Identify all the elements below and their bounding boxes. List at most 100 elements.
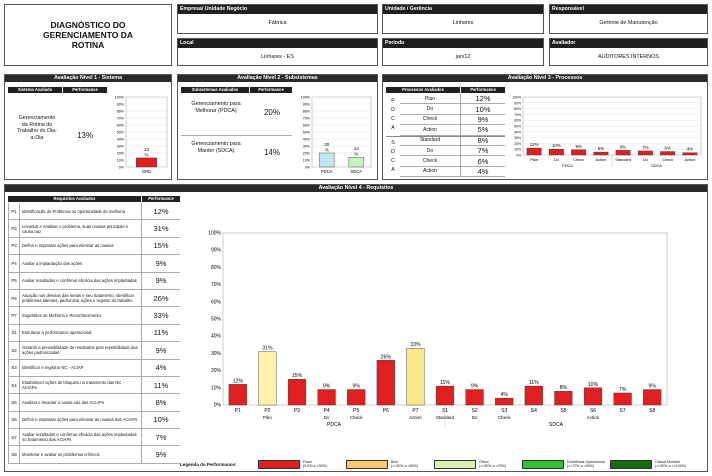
legend-label: Excelência Operacional (>=70% a <90%) — [567, 460, 605, 468]
field-responsavel-label: Responsável — [550, 5, 707, 14]
nivel3-row-value: 9% — [477, 114, 489, 124]
nivel3-row-name: Standard — [400, 135, 461, 145]
field-periodo: Período jan/12 — [382, 38, 544, 66]
data-label: 12% — [233, 378, 244, 384]
legend-swatch — [346, 459, 388, 469]
field-responsavel-value: Gerente de Manutenção — [599, 20, 658, 26]
nivel3-row-value: 7% — [477, 146, 489, 156]
y-tick-label: 60% — [211, 299, 222, 305]
field-local-label: Local — [178, 39, 377, 48]
group-label: SDCA — [651, 163, 662, 168]
nivel3-cycle-letter: D — [391, 148, 395, 155]
legend-item: Ótimo (>=50% a <70%) — [434, 459, 522, 469]
panel-nivel4: Avaliação Nível 4 - Requisitos Requisito… — [4, 184, 708, 472]
y-tick-label: 30% — [117, 145, 125, 149]
nivel3-row-name: Action — [400, 166, 461, 177]
legend-range: (0,0% a <30%) — [303, 464, 327, 468]
data-label: 7% — [619, 387, 627, 393]
nivel3-row-value: 10% — [475, 104, 491, 114]
requisito-row: S7 Avaliar resultados e confirmar eficáci… — [9, 429, 180, 447]
field-unidade-value: Linhares — [452, 20, 474, 26]
legend-name: Excelência Operacional — [567, 459, 605, 464]
legend-label: Bom (>=30% a <50%) — [391, 460, 418, 468]
bar — [406, 348, 425, 406]
data-label: 26% — [381, 354, 392, 360]
field-avaliador-label: Avaliador — [550, 39, 707, 48]
nivel1-col1: Sistema Avaliado — [8, 87, 62, 93]
x-tick-label: P4 — [324, 408, 330, 414]
y-tick-label: 40% — [117, 138, 125, 142]
data-label: 11% — [440, 380, 450, 386]
nivel3-row-name: Check — [400, 114, 461, 125]
nivel3-separator — [386, 135, 505, 137]
x-tick-label: Standard — [615, 157, 631, 162]
nivel3-row: Check 9% — [400, 114, 505, 126]
requisito-id: S8 — [9, 446, 20, 463]
y-tick-label: 50% — [514, 125, 521, 129]
x-sub-label: Check — [498, 415, 512, 420]
legend-name: Bom — [391, 459, 399, 464]
requisito-id: P3 — [9, 237, 20, 255]
y-tick-label: 90% — [514, 101, 521, 105]
y-tick-label: 90% — [303, 103, 311, 107]
legend-name: Fraco — [303, 459, 313, 464]
requisito-row: P6 Atuação nos desvios das metas e seu tr… — [9, 289, 180, 308]
y-tick-label: 80% — [303, 110, 311, 114]
bar — [376, 360, 395, 406]
legend-swatch — [522, 459, 564, 469]
data-label: 14 — [354, 146, 360, 151]
x-sub-label: Action — [587, 415, 600, 420]
x-tick-label: S4 — [531, 408, 537, 414]
requisito-value: 4% — [155, 363, 167, 373]
requisito-value: 9% — [155, 258, 167, 268]
y-tick-label: 20% — [117, 152, 125, 156]
field-unidade: Unidade / Gerência Linhares — [382, 4, 544, 34]
bar — [571, 149, 587, 156]
requisito-id: P5 — [9, 272, 20, 289]
legend-range: (>=50% a <70%) — [479, 464, 507, 468]
field-responsavel: Responsável Gerente de Manutenção — [549, 4, 708, 34]
field-local: Local Linhares - ES — [177, 38, 378, 66]
nivel1-title: Avaliação Nível 1 - Sistema — [5, 75, 171, 82]
nivel3-row-name: Check — [400, 156, 461, 166]
legend-item: Excelência Operacional (>=70% a <90%) — [522, 459, 610, 469]
requisito-value: 26% — [153, 293, 169, 303]
x-tick-label: Check — [573, 157, 584, 162]
data-label: % — [144, 152, 148, 157]
data-label: 33% — [410, 342, 421, 348]
nivel2-row1-name: Gerenciamento para Melhorar (PDCA) — [191, 101, 241, 114]
bar — [348, 156, 364, 168]
panel-nivel1: Avaliação Nível 1 - Sistema Sistema Aval… — [4, 74, 172, 180]
requisito-value: 7% — [155, 432, 167, 442]
y-tick-label: 20% — [303, 152, 311, 156]
bar — [465, 389, 484, 406]
x-tick-label: Action — [595, 157, 606, 162]
y-tick-label: 10% — [117, 159, 125, 163]
requisito-row: S4 Estabelecer ações de bloqueio no trata… — [9, 376, 180, 395]
requisito-value: 11% — [153, 328, 169, 338]
nivel3-row-value: 6% — [477, 156, 489, 166]
y-tick-label: 30% — [303, 145, 311, 149]
y-tick-label: 40% — [514, 130, 521, 134]
field-empresa-value: Fábrica — [268, 20, 287, 26]
y-tick-label: 0% — [214, 403, 222, 409]
data-label: 31% — [262, 346, 273, 352]
field-avaliador-value: AUDITORES INTERNOS — [598, 54, 659, 60]
nivel3-row: Action 4% — [400, 166, 505, 178]
requisito-desc: Analisar e levantar a causa raiz das ACI… — [20, 394, 142, 411]
field-local-value: Linhares - ES — [261, 54, 294, 60]
legend-range: (>=90% a <=100%) — [655, 464, 687, 468]
requisito-value: 12% — [153, 206, 169, 216]
requisito-id: S7 — [9, 429, 20, 446]
nivel2-row2-name: Gerenciamento para Manter (SDCA) — [191, 141, 241, 154]
data-label: 11% — [529, 380, 539, 386]
nivel3-cycle-letter: D — [391, 107, 395, 113]
bar — [319, 152, 335, 168]
requisito-id: P1 — [9, 203, 20, 220]
y-tick-label: 20% — [211, 368, 222, 374]
legend-label: Ótimo (>=50% a <70%) — [479, 460, 506, 468]
x-sub-label: Plan — [263, 415, 273, 420]
nivel2-row2-value: 14% — [263, 148, 280, 157]
requisito-id: S2 — [9, 342, 20, 359]
nivel3-cycle-letter: S — [391, 139, 395, 146]
